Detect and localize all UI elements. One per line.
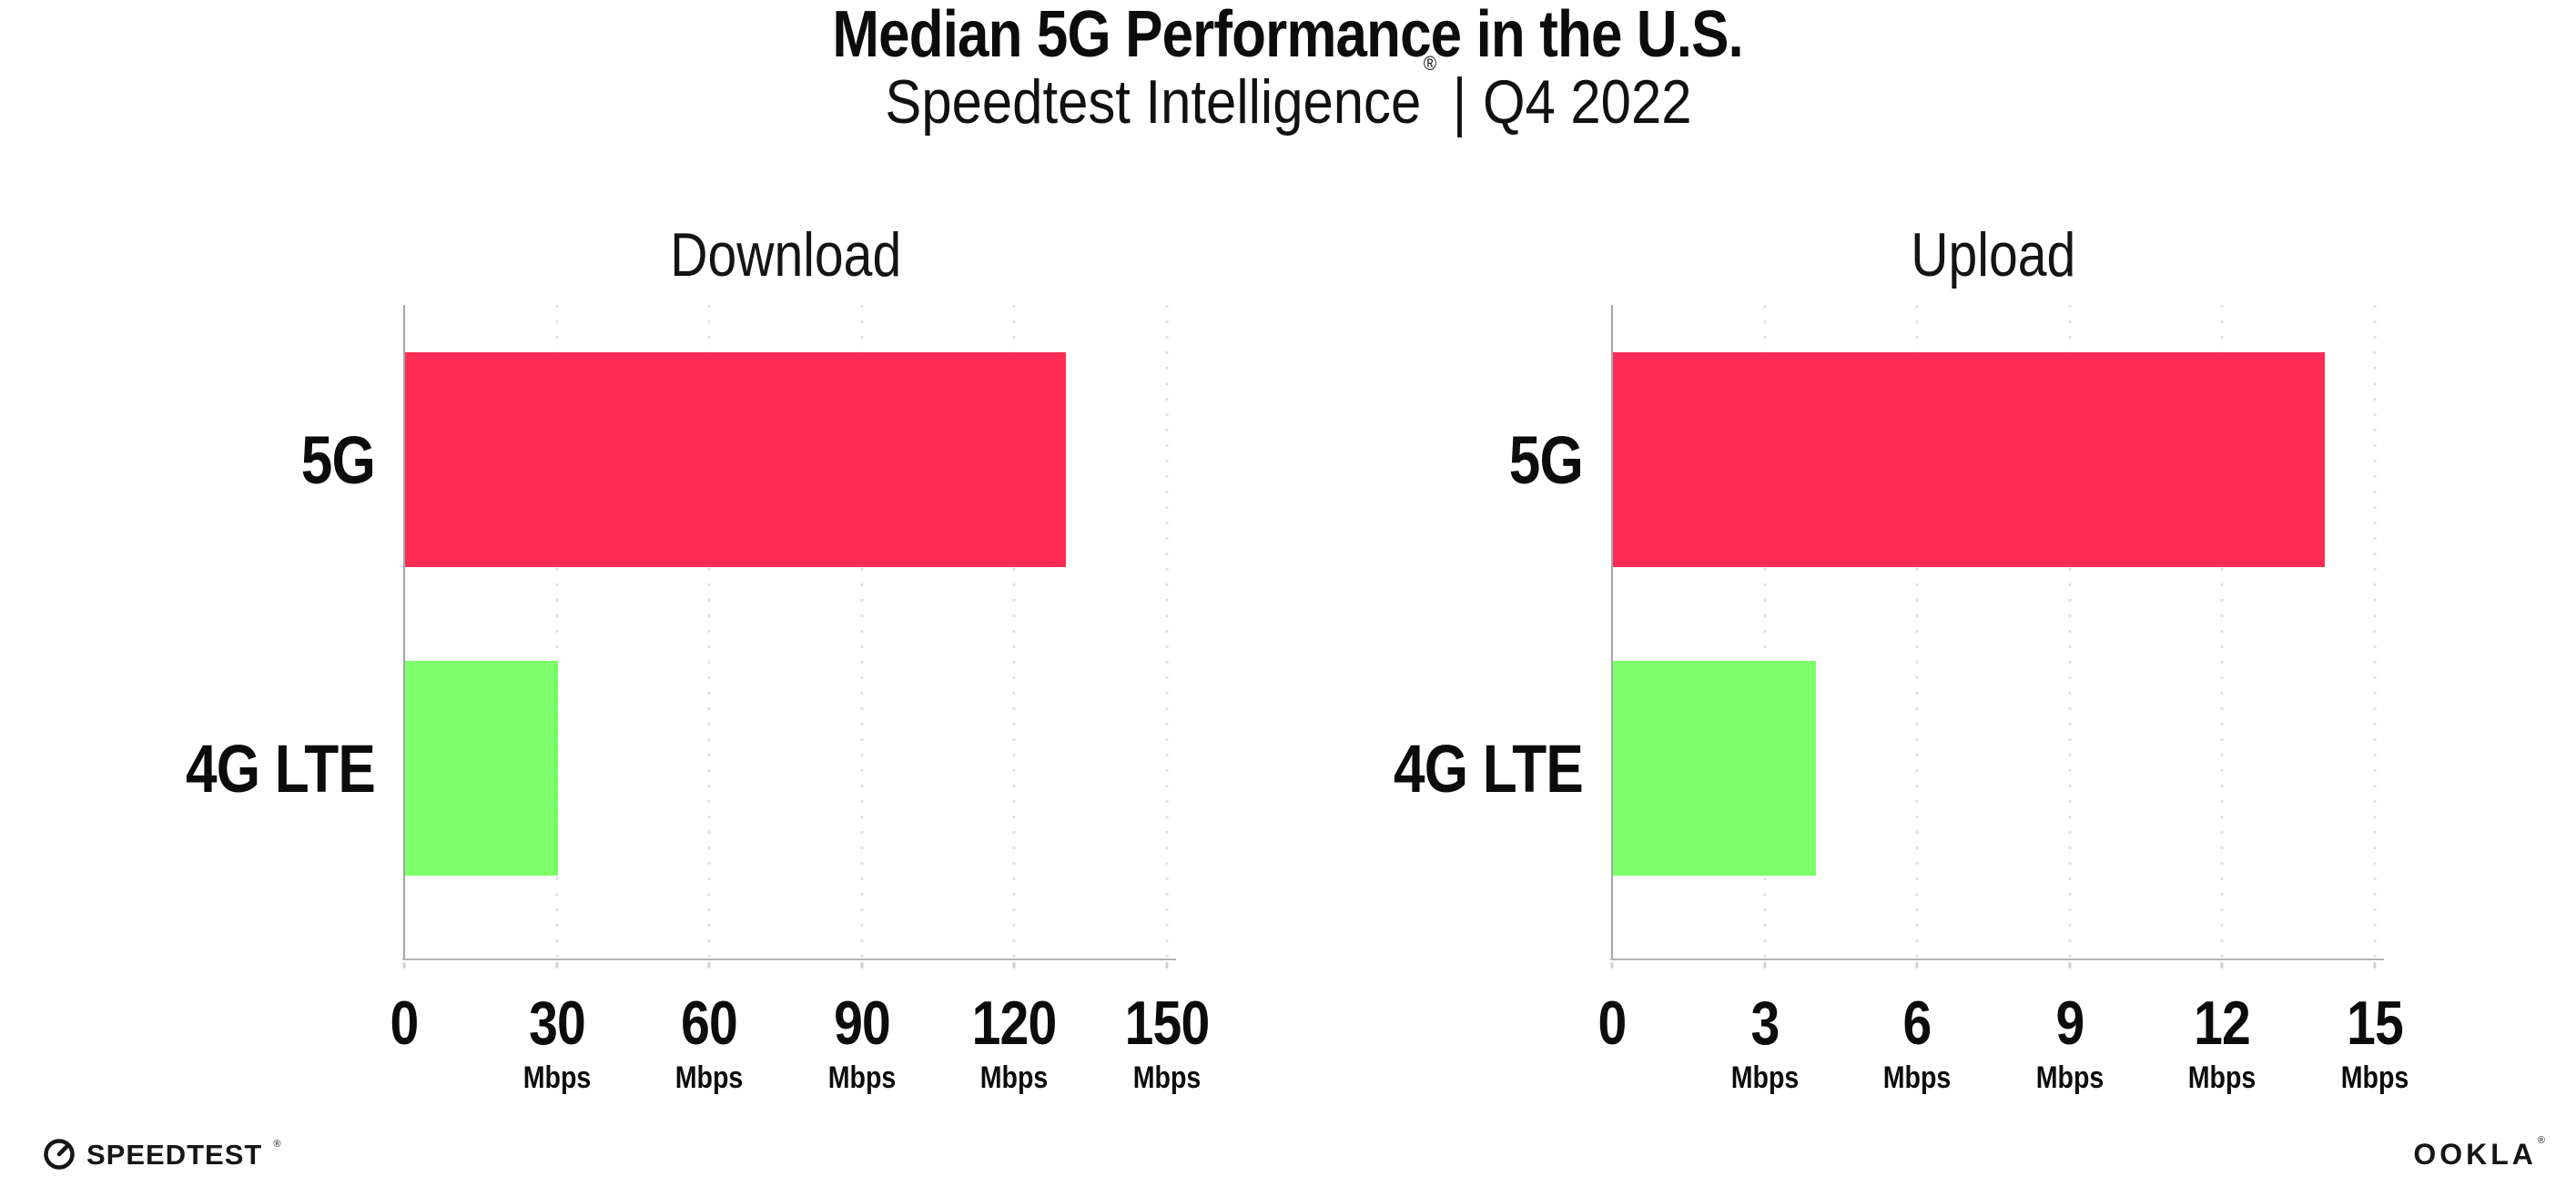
tick-mark	[1165, 962, 1169, 969]
speedtest-trademark-symbol: ®	[273, 1139, 281, 1150]
gridline	[1915, 305, 1919, 959]
speedtest-gauge-icon	[44, 1139, 75, 1170]
speedtest-wordmark: SPEEDTEST	[86, 1138, 263, 1171]
tick-unit: Mbps	[522, 1060, 591, 1095]
x-tick-label: 0	[390, 989, 420, 1058]
bar-4g-lte	[405, 661, 558, 876]
page-title: Median 5G Performance in the U.S.	[0, 2, 2576, 67]
tick-mark	[2068, 962, 2072, 969]
upload-plot-area	[1610, 305, 2384, 969]
bar-5g	[1613, 352, 2326, 567]
x-tick-label: 6 Mbps	[1883, 992, 1952, 1093]
subtitle-separator: |	[1452, 66, 1466, 138]
tick-value: 9	[2055, 989, 2084, 1058]
gridline	[1165, 305, 1169, 959]
ookla-registered-symbol: ®	[2537, 1135, 2549, 1147]
bar-5g	[405, 352, 1067, 567]
download-x-tick-labels: 0 30 Mbps 60 Mbps 90 Mbps 120 Mbps 150 Mbps	[390, 989, 1211, 1129]
gridline	[2373, 305, 2377, 959]
x-tick-label: 90 Mbps	[828, 992, 897, 1093]
download-category-axis: 5G 4G LTE	[95, 305, 376, 959]
subtitle: Speedtest Intelligence® | Q4 2022	[0, 54, 2576, 138]
tick-value: 12	[2194, 989, 2251, 1058]
tick-unit: Mbps	[2035, 1060, 2104, 1095]
chart-title-download: Download	[669, 220, 902, 289]
tick-value: 6	[1902, 989, 1932, 1058]
upload-category-axis: 5G 4G LTE	[1303, 305, 1584, 959]
category-label: 4G LTE	[1394, 730, 1584, 806]
gridline	[2220, 305, 2224, 959]
tick-value: 150	[1124, 989, 1211, 1058]
tick-value: 0	[1597, 989, 1628, 1058]
gridline	[860, 305, 864, 959]
x-tick-label: 12 Mbps	[2188, 992, 2257, 1093]
y-axis-line	[403, 305, 405, 959]
bar-4g-lte	[1613, 661, 1817, 876]
tick-value: 0	[390, 989, 420, 1058]
gridline	[1012, 305, 1016, 959]
tick-value: 15	[2347, 989, 2404, 1058]
tick-mark	[555, 962, 559, 969]
header: Median 5G Performance in the U.S. Speedt…	[0, 2, 2576, 138]
tick-unit: Mbps	[1132, 1060, 1202, 1095]
tick-mark	[1763, 962, 1767, 969]
speedtest-logo: SPEEDTEST ®	[42, 1134, 280, 1174]
tick-mark	[707, 962, 711, 969]
category-label: 5G	[300, 421, 376, 498]
tick-unit: Mbps	[1882, 1060, 1952, 1095]
category-label: 5G	[1508, 421, 1584, 498]
tick-unit: Mbps	[827, 1060, 897, 1095]
category-label: 4G LTE	[186, 730, 376, 806]
tick-unit: Mbps	[674, 1060, 744, 1095]
gridline	[1763, 305, 1767, 959]
download-plot-area	[402, 305, 1176, 969]
tick-mark	[1012, 962, 1016, 969]
tick-mark	[2373, 962, 2377, 969]
tick-value: 3	[1750, 989, 1780, 1058]
tick-unit: Mbps	[1730, 1060, 1799, 1095]
tick-value: 30	[528, 989, 586, 1058]
tick-mark	[2220, 962, 2224, 969]
x-tick-label: 3 Mbps	[1730, 992, 1799, 1093]
upload-x-tick-labels: 0 3 Mbps 6 Mbps 9 Mbps 12 Mbps 15 Mbps	[1598, 992, 2409, 1129]
tick-value: 60	[681, 989, 738, 1058]
page-title-text: Median 5G Performance in the U.S.	[832, 0, 1744, 71]
ookla-wordmark: OOKLA	[2413, 1138, 2537, 1171]
x-tick-label: 150 Mbps	[1124, 989, 1211, 1095]
x-tick-label: 0	[1597, 989, 1628, 1058]
x-tick-label: 9 Mbps	[2036, 992, 2104, 1093]
y-axis-line	[1611, 305, 1613, 959]
chart-title-upload: Upload	[1911, 220, 2076, 289]
tick-value: 120	[971, 989, 1058, 1058]
x-axis-line	[1610, 959, 2384, 960]
tick-unit: Mbps	[2188, 1060, 2257, 1095]
registered-symbol: ®	[1423, 52, 1436, 76]
x-axis-line	[402, 959, 1176, 960]
x-tick-label: 30 Mbps	[522, 992, 591, 1093]
subtitle-period: Q4 2022	[1482, 67, 1692, 137]
gridline	[555, 305, 559, 959]
tick-mark	[402, 962, 406, 969]
tick-mark	[1610, 962, 1614, 969]
gridline	[2068, 305, 2072, 959]
ookla-logo: OOKLA®	[2413, 1136, 2549, 1171]
tick-mark	[860, 962, 864, 969]
tick-value: 90	[833, 989, 891, 1058]
x-tick-label: 60 Mbps	[675, 992, 744, 1093]
gridline	[707, 305, 711, 959]
tick-unit: Mbps	[980, 1060, 1049, 1095]
tick-unit: Mbps	[2340, 1060, 2409, 1095]
tick-mark	[1915, 962, 1919, 969]
x-tick-label: 15 Mbps	[2341, 992, 2409, 1093]
subtitle-product: Speedtest Intelligence	[884, 67, 1421, 137]
x-tick-label: 120 Mbps	[971, 989, 1058, 1095]
